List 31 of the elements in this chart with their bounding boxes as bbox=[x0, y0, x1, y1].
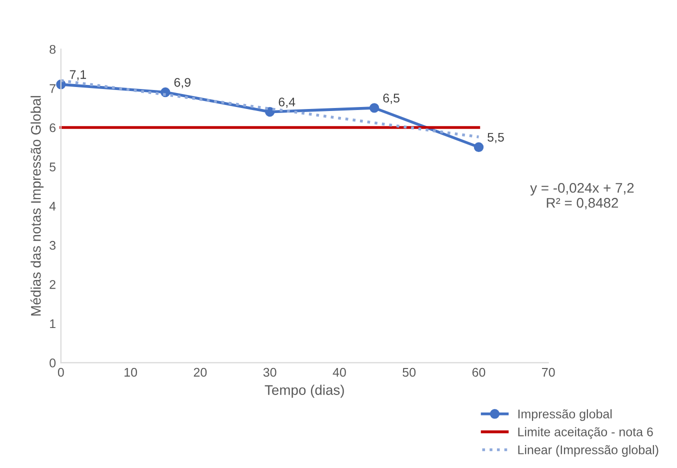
y-tick-label: 7 bbox=[50, 84, 56, 93]
point bbox=[369, 103, 380, 113]
x-tick-label: 10 bbox=[124, 368, 138, 377]
data-label: 7,1 bbox=[70, 70, 86, 80]
x-tick-label: 50 bbox=[402, 368, 416, 377]
point bbox=[474, 142, 484, 152]
y-tick-label: 8 bbox=[50, 44, 56, 54]
x-axis-title: Tempo (dias) bbox=[264, 384, 344, 398]
y-axis-title: Médias das notas Impressão Global bbox=[30, 96, 44, 316]
annotation: y = -0,024x + 7,2 R² = 0,8482 bbox=[530, 182, 634, 210]
x-tick-label: 30 bbox=[263, 368, 276, 377]
y-tick-label: 4 bbox=[49, 202, 56, 210]
x-tick-label: 40 bbox=[332, 368, 346, 377]
legend-label: Impressão global bbox=[518, 409, 612, 421]
data-label: 6,9 bbox=[174, 78, 190, 88]
y-tick-label: 2 bbox=[50, 280, 56, 289]
x-tick-label: 0 bbox=[58, 368, 64, 377]
x-tick-label: 70 bbox=[542, 368, 555, 377]
x-tick-label: 20 bbox=[194, 368, 207, 377]
legend-label: Limite aceitação - nota 6 bbox=[518, 427, 653, 439]
y-tick-label: 6 bbox=[50, 123, 56, 132]
y-tick-label: 3 bbox=[50, 240, 56, 250]
y-tick-label: 1 bbox=[50, 319, 56, 328]
data-label: 5,5 bbox=[488, 132, 504, 144]
data-label: 6,4 bbox=[278, 98, 296, 108]
y-tick-label: 0 bbox=[50, 358, 56, 368]
y-tick-label: 5 bbox=[50, 162, 56, 172]
legend-label: Linear (Impressão global) bbox=[518, 445, 658, 457]
data-label: 6,5 bbox=[383, 94, 400, 104]
point bbox=[264, 106, 275, 117]
x-tick-label: 60 bbox=[472, 368, 486, 377]
